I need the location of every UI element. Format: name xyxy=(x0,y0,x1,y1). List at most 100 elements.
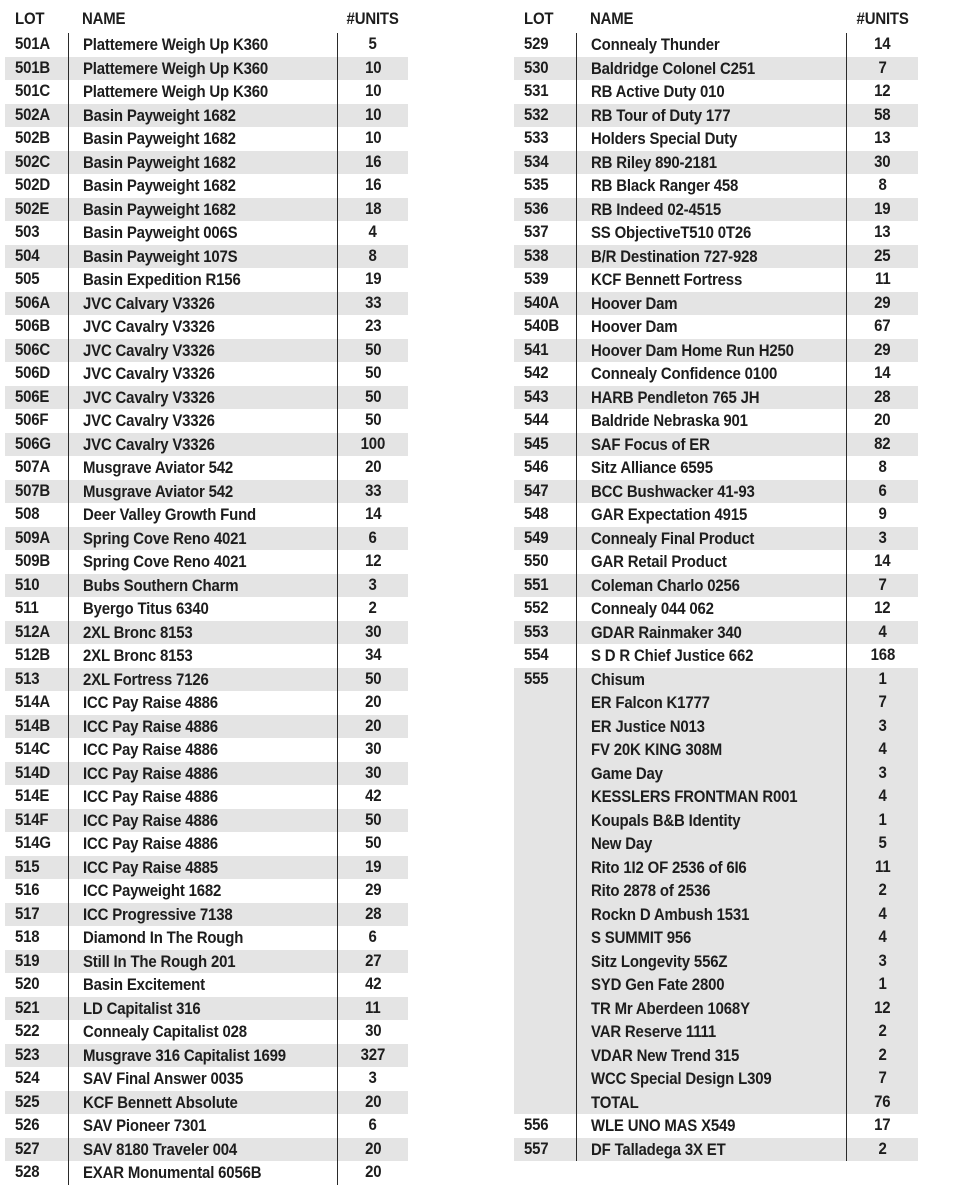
units-cell: 67 xyxy=(847,317,918,336)
lot-cell xyxy=(514,811,576,829)
name-label: Basin Payweight 107S xyxy=(83,246,238,266)
table-row-line: 538 B/R Destination 727-928 25 xyxy=(514,244,918,268)
lot-label: 542 xyxy=(524,363,549,383)
table-row-line: Sitz Longevity 556Z 3 xyxy=(514,949,918,973)
name-cell: Bubs Southern Charm xyxy=(68,573,338,597)
lot-cell: 514F xyxy=(5,811,68,830)
name-cell: JVC Cavalry V3326 xyxy=(68,362,338,386)
name-label: ICC Pay Raise 4886 xyxy=(83,693,218,713)
lot-label: 518 xyxy=(15,927,40,947)
units-value: 3 xyxy=(878,527,887,547)
units-value: 4 xyxy=(878,927,887,947)
table-row: 551 Coleman Charlo 0256 7 xyxy=(514,573,918,597)
lot-label: 506B xyxy=(15,316,51,336)
name-column-header-label: NAME xyxy=(590,9,634,28)
units-value: 7 xyxy=(878,574,887,594)
units-value: 10 xyxy=(364,104,382,124)
name-cell: Koupals B&B Identity xyxy=(576,808,847,832)
table-row-line: 522 Connealy Capitalist 028 30 xyxy=(5,1020,408,1044)
table-row-line: KESSLERS FRONTMAN R001 4 xyxy=(514,785,918,809)
name-cell: SAF Focus of ER xyxy=(576,432,847,456)
units-cell: 1 xyxy=(847,811,918,830)
lot-label: 502D xyxy=(15,175,51,195)
units-cell: 30 xyxy=(847,153,918,172)
table-row-line: 502C Basin Payweight 1682 16 xyxy=(5,150,408,174)
table-row-line: 506A JVC Calvary V3326 33 xyxy=(5,291,408,315)
name-label: JVC Cavalry V3326 xyxy=(83,317,215,337)
table-row: 502D Basin Payweight 1682 16 xyxy=(5,174,408,198)
lot-cell: 514G xyxy=(5,834,68,853)
table-row-line: TR Mr Aberdeen 1068Y 12 xyxy=(514,996,918,1020)
table-row: 529 Connealy Thunder 14 xyxy=(514,33,918,57)
lot-cell: 526 xyxy=(5,1116,68,1135)
table-row-line: 508 Deer Valley Growth Fund 14 xyxy=(5,503,408,527)
lot-cell: 502A xyxy=(5,106,68,125)
units-cell: 29 xyxy=(847,294,918,313)
lot-label: 530 xyxy=(524,57,549,77)
name-cell: Baldridge Colonel C251 xyxy=(576,56,847,80)
units-cell: 168 xyxy=(847,646,918,665)
units-cell: 23 xyxy=(338,317,408,336)
table-row-line: 540A Hoover Dam 29 xyxy=(514,291,918,315)
name-label: DF Talladega 3X ET xyxy=(591,1139,726,1159)
name-label: JVC Cavalry V3326 xyxy=(83,364,215,384)
table-row: 506F JVC Cavalry V3326 50 xyxy=(5,409,408,433)
name-label: Holders Special Duty xyxy=(591,129,738,149)
lot-label: 514F xyxy=(15,809,49,829)
name-cell: New Day xyxy=(576,832,847,856)
units-value: 20 xyxy=(364,715,382,735)
table-row: 543 HARB Pendleton 765 JH 28 xyxy=(514,385,918,409)
table-row-line: 544 Baldride Nebraska 901 20 xyxy=(514,409,918,433)
table-row: 501A Plattemere Weigh Up K360 5 xyxy=(5,33,408,57)
lot-cell xyxy=(514,1023,576,1041)
table-row: 502B Basin Payweight 1682 10 xyxy=(5,127,408,151)
units-value: 13 xyxy=(874,128,891,148)
table-row-line: Rito 1I2 OF 2536 of 6I6 11 xyxy=(514,855,918,879)
name-label: 2XL Bronc 8153 xyxy=(83,622,193,642)
name-cell: 2XL Bronc 8153 xyxy=(68,620,338,644)
lot-label: 514C xyxy=(15,739,51,759)
name-cell: Hoover Dam xyxy=(576,315,847,339)
name-label: SAF Focus of ER xyxy=(591,434,710,454)
units-value: 3 xyxy=(368,1068,378,1088)
table-row-line: 537 SS ObjectiveT510 0T26 13 xyxy=(514,221,918,245)
name-cell: ICC Pay Raise 4886 xyxy=(68,714,338,738)
name-label: Basin Payweight 1682 xyxy=(83,176,236,196)
lot-label: 534 xyxy=(524,151,549,171)
units-cell: 20 xyxy=(338,1140,408,1159)
name-cell: 2XL Bronc 8153 xyxy=(68,644,338,668)
table-row: 552 Connealy 044 062 12 xyxy=(514,597,918,621)
lot-cell: 543 xyxy=(514,388,576,407)
name-label: ICC Progressive 7138 xyxy=(83,904,233,924)
lot-cell: 502D xyxy=(5,176,68,195)
name-label: Basin Payweight 1682 xyxy=(83,199,236,219)
name-label: Hoover Dam Home Run H250 xyxy=(591,340,794,360)
name-cell: Sitz Alliance 6595 xyxy=(576,456,847,480)
name-label: ICC Pay Raise 4886 xyxy=(83,810,218,830)
table-row-line: 548 GAR Expectation 4915 9 xyxy=(514,503,918,527)
table-row-line: 552 Connealy 044 062 12 xyxy=(514,597,918,621)
name-cell: S SUMMIT 956 xyxy=(576,926,847,950)
name-label: SYD Gen Fate 2800 xyxy=(591,975,725,995)
table-row: 530 Baldridge Colonel C251 7 xyxy=(514,56,918,80)
units-value: 20 xyxy=(364,692,382,712)
table-row: 502C Basin Payweight 1682 16 xyxy=(5,150,408,174)
name-cell: Basin Excitement xyxy=(68,973,338,997)
table-row-line: WCC Special Design L309 7 xyxy=(514,1067,918,1091)
units-value: 14 xyxy=(874,551,891,571)
lot-cell: 529 xyxy=(514,35,576,54)
units-value: 5 xyxy=(878,833,887,853)
table-row-line: 534 RB Riley 890-2181 30 xyxy=(514,150,918,174)
lot-label: 545 xyxy=(524,433,549,453)
units-cell: 29 xyxy=(847,341,918,360)
table-row-line: 540B Hoover Dam 67 xyxy=(514,315,918,339)
table-row-line: Rito 2878 of 2536 2 xyxy=(514,879,918,903)
name-label: Hoover Dam xyxy=(591,317,678,337)
name-label: Koupals B&B Identity xyxy=(591,810,741,830)
name-label: Coleman Charlo 0256 xyxy=(591,575,740,595)
table-row: 549 Connealy Final Product 3 xyxy=(514,526,918,550)
name-cell: ICC Pay Raise 4886 xyxy=(68,691,338,715)
table-row-line: 506B JVC Cavalry V3326 23 xyxy=(5,315,408,339)
name-label: JVC Cavalry V3326 xyxy=(83,434,215,454)
name-cell: FV 20K KING 308M xyxy=(576,738,847,762)
